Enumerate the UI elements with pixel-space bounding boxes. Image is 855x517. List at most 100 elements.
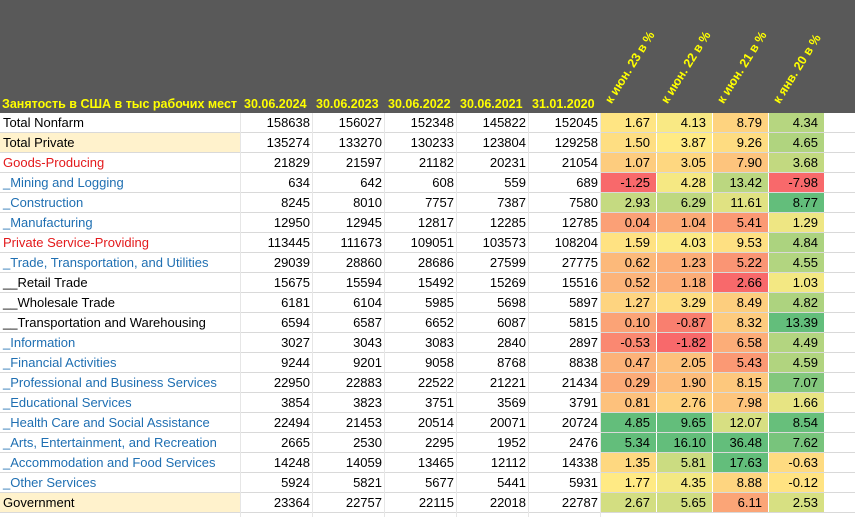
table-row: Government 23364 22757 22115 22018 22787 2.67 5… — [0, 493, 855, 513]
table-row: _Construction 8245 8010 7757 7387 7580 2.93 6.2… — [0, 193, 855, 213]
value-cell: 14338 — [561, 455, 598, 470]
change-cell: 0.81 — [600, 393, 656, 413]
value-cell: 5441 — [497, 475, 526, 490]
value-cell: 8838 — [569, 355, 598, 370]
value-cell: 22757 — [345, 495, 382, 510]
change-cell: 8.15 — [712, 373, 768, 393]
value-cell: 6181 — [281, 295, 310, 310]
row-divider — [0, 372, 855, 373]
value-cell: 21221 — [489, 375, 526, 390]
date-header-3: 30.06.2022 — [388, 97, 451, 111]
change-cell: 8.79 — [712, 113, 768, 133]
change-cell: 1.77 — [600, 473, 656, 493]
value-cell: 7387 — [497, 195, 526, 210]
value-cell: 22950 — [273, 375, 310, 390]
change-cell: 5.22 — [712, 253, 768, 273]
table-row: _Trade, Transportation, and Utilities 290… — [0, 253, 855, 273]
change-cell: 0.10 — [600, 313, 656, 333]
value-cell: 15675 — [273, 275, 310, 290]
change-cell: 4.65 — [768, 133, 824, 153]
row-divider — [0, 172, 855, 173]
value-cell: 3791 — [569, 395, 598, 410]
change-cell: 2.93 — [600, 193, 656, 213]
change-cell: -7.98 — [768, 173, 824, 193]
value-cell: 3043 — [353, 335, 382, 350]
change-cell: 4.84 — [768, 233, 824, 253]
change-cell: 7.62 — [768, 433, 824, 453]
value-cell: 6104 — [353, 295, 382, 310]
table-row: _Information 3027 3043 3083 2840 2897 -0.53 -1.… — [0, 333, 855, 353]
value-cell: 689 — [576, 175, 598, 190]
value-cell: 15516 — [561, 275, 598, 290]
change-cell: 9.26 — [712, 133, 768, 153]
value-cell: 12950 — [273, 215, 310, 230]
value-cell: 152045 — [554, 115, 598, 130]
value-cell: 21182 — [418, 155, 454, 170]
date-header-2: 30.06.2023 — [316, 97, 379, 111]
value-cell: 3823 — [353, 395, 382, 410]
change-cell: 6.11 — [712, 493, 768, 513]
row-label: _Arts, Entertainment, and Recreation — [3, 435, 217, 450]
value-cell: 129258 — [554, 135, 598, 150]
row-divider — [0, 272, 855, 273]
table-row: _Accommodation and Food Services 14248 140… — [0, 453, 855, 473]
row-label: _Mining and Logging — [3, 175, 124, 190]
change-cell: 0.47 — [600, 353, 656, 373]
change-cell: 5.43 — [712, 353, 768, 373]
table-row: __Retail Trade 15675 15594 15492 15269 15516 0… — [0, 273, 855, 293]
change-cell: 4.03 — [656, 233, 712, 253]
value-cell: 20724 — [561, 415, 598, 430]
change-header-4: к янв. 20 в % — [770, 31, 824, 106]
table-row: Total Nonfarm 158638 156027 152348 145822 152… — [0, 113, 855, 133]
row-divider — [0, 352, 855, 353]
value-cell: 8245 — [281, 195, 310, 210]
value-cell: 108204 — [554, 235, 598, 250]
row-label: Private Service-Providing — [3, 235, 149, 250]
row-divider — [0, 392, 855, 393]
value-cell: 158638 — [266, 115, 310, 130]
change-cell: 1.03 — [768, 273, 824, 293]
value-cell: 3083 — [425, 335, 454, 350]
value-cell: 12112 — [490, 455, 526, 470]
value-cell: 23364 — [273, 495, 310, 510]
change-cell: 4.49 — [768, 333, 824, 353]
change-cell: 1.66 — [768, 393, 824, 413]
row-divider — [0, 232, 855, 233]
value-cell: 2295 — [425, 435, 454, 450]
value-cell: 22115 — [418, 495, 454, 510]
table-row: __Wholesale Trade 6181 6104 5985 5698 5897 1.2… — [0, 293, 855, 313]
change-cell: 3.87 — [656, 133, 712, 153]
table-row: _Health Care and Social Assistance 22494 2… — [0, 413, 855, 433]
change-cell: 17.63 — [712, 453, 768, 473]
change-cell: 2.67 — [600, 493, 656, 513]
value-cell: 156027 — [338, 115, 382, 130]
row-divider — [0, 192, 855, 193]
change-cell: 6.29 — [656, 193, 712, 213]
value-cell: 13465 — [417, 455, 454, 470]
change-cell: 8.54 — [768, 413, 824, 433]
row-label: _Educational Services — [3, 395, 132, 410]
value-cell: 1952 — [497, 435, 526, 450]
change-cell: 3.05 — [656, 153, 712, 173]
table-row: _Financial Activities 9244 9201 9058 8768 883… — [0, 353, 855, 373]
value-cell: 20514 — [417, 415, 454, 430]
value-cell: 20071 — [489, 415, 526, 430]
change-cell: 5.81 — [656, 453, 712, 473]
value-cell: 152348 — [410, 115, 454, 130]
row-divider — [0, 452, 855, 453]
change-cell: 2.05 — [656, 353, 712, 373]
table-row: _Other Services 5924 5821 5677 5441 5931 1.77 4… — [0, 473, 855, 493]
row-label: _Other Services — [3, 475, 97, 490]
value-cell: 111673 — [340, 235, 382, 250]
value-cell: 12817 — [417, 215, 454, 230]
change-cell: 0.29 — [600, 373, 656, 393]
row-label: Total Nonfarm — [3, 115, 84, 130]
change-cell: 0.52 — [600, 273, 656, 293]
value-cell: 15594 — [345, 275, 382, 290]
value-cell: 608 — [432, 175, 454, 190]
value-cell: 5821 — [353, 475, 382, 490]
column-divider — [384, 113, 385, 517]
change-cell: 8.88 — [712, 473, 768, 493]
date-header-5: 31.01.2020 — [532, 97, 595, 111]
value-cell: 7757 — [425, 195, 454, 210]
